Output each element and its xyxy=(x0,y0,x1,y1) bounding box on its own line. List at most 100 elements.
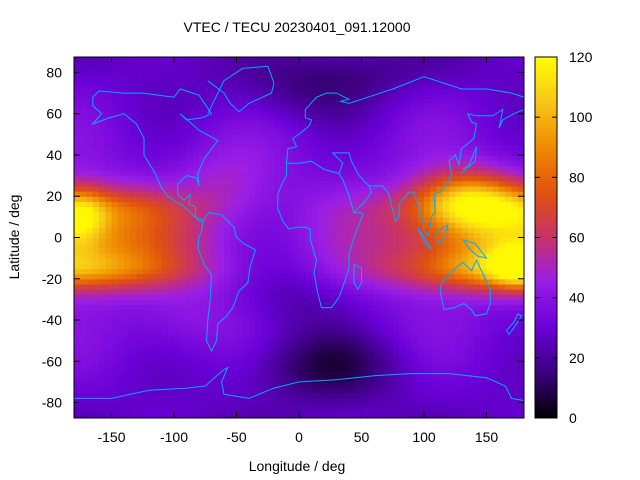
heatmap-cell xyxy=(392,273,400,280)
heatmap-cell xyxy=(467,242,475,249)
heatmap-cell xyxy=(236,402,244,409)
heatmap-cell xyxy=(399,330,406,337)
heatmap-cell xyxy=(367,227,375,233)
heatmap-cell xyxy=(305,62,313,68)
heatmap-cell xyxy=(342,412,350,418)
heatmap-cell xyxy=(417,113,425,120)
heatmap-cell xyxy=(199,283,206,290)
heatmap-cell xyxy=(405,381,413,388)
heatmap-cell xyxy=(186,72,194,79)
heatmap-cell xyxy=(311,222,319,228)
heatmap-cell xyxy=(180,356,188,362)
heatmap-cell xyxy=(355,273,363,280)
heatmap-cell xyxy=(86,93,94,99)
heatmap-cell xyxy=(330,366,338,373)
heatmap-cell xyxy=(155,134,163,141)
heatmap-cell xyxy=(174,273,181,280)
heatmap-cell xyxy=(267,387,275,393)
heatmap-cell xyxy=(199,330,206,337)
heatmap-cell xyxy=(92,320,100,326)
heatmap-cell xyxy=(455,108,463,115)
heatmap-cell xyxy=(117,283,125,290)
heatmap-cell xyxy=(205,77,213,84)
heatmap-cell xyxy=(99,222,106,228)
heatmap-cell xyxy=(292,278,300,285)
heatmap-cell xyxy=(161,149,169,156)
heatmap-cell xyxy=(105,124,113,130)
heatmap-cell xyxy=(180,191,188,197)
heatmap-cell xyxy=(74,402,81,409)
heatmap-cell xyxy=(136,397,144,404)
heatmap-cell xyxy=(436,139,444,146)
heatmap-cell xyxy=(342,87,350,94)
heatmap-cell xyxy=(355,366,363,373)
heatmap-cell xyxy=(192,108,200,115)
heatmap-cell xyxy=(405,144,413,151)
heatmap-cell xyxy=(124,366,131,373)
heatmap-cell xyxy=(499,402,506,409)
heatmap-cell xyxy=(317,170,325,177)
heatmap-cell xyxy=(136,93,144,99)
heatmap-cell xyxy=(180,124,188,130)
heatmap-cell xyxy=(411,237,419,244)
heatmap-cell xyxy=(86,273,94,280)
heatmap-cell xyxy=(474,175,481,182)
heatmap-cell xyxy=(136,309,144,316)
heatmap-cell xyxy=(199,118,206,125)
heatmap-cell xyxy=(286,87,294,94)
heatmap-cell xyxy=(355,103,363,110)
heatmap-cell xyxy=(230,77,238,84)
heatmap-cell xyxy=(267,258,275,264)
heatmap-cell xyxy=(392,376,400,383)
heatmap-cell xyxy=(311,345,319,352)
heatmap-cell xyxy=(330,325,338,331)
heatmap-cell xyxy=(436,93,444,99)
heatmap-cell xyxy=(405,294,413,300)
heatmap-cell xyxy=(405,366,413,373)
heatmap-cell xyxy=(480,371,488,378)
heatmap-cell xyxy=(486,206,494,213)
heatmap-cell xyxy=(74,350,81,357)
heatmap-cell xyxy=(492,237,500,244)
heatmap-cell xyxy=(474,376,481,383)
heatmap-cell xyxy=(474,170,481,177)
heatmap-cell xyxy=(417,247,425,254)
heatmap-cell xyxy=(80,289,88,295)
heatmap-cell xyxy=(424,87,431,94)
heatmap-cell xyxy=(324,82,331,89)
heatmap-cell xyxy=(380,129,388,135)
heatmap-cell xyxy=(130,304,138,311)
heatmap-cell xyxy=(130,232,138,239)
heatmap-cell xyxy=(255,175,263,182)
heatmap-cell xyxy=(224,283,231,290)
heatmap-cell xyxy=(367,175,375,182)
heatmap-cell xyxy=(117,366,125,373)
heatmap-cell xyxy=(467,340,475,347)
heatmap-cell xyxy=(130,185,138,192)
heatmap-cell xyxy=(492,206,500,213)
heatmap-cell xyxy=(380,350,388,357)
heatmap-cell xyxy=(436,175,444,182)
heatmap-cell xyxy=(461,113,469,120)
heatmap-cell xyxy=(299,93,306,99)
heatmap-cell xyxy=(424,412,431,418)
heatmap-cell xyxy=(180,139,188,146)
heatmap-cell xyxy=(299,402,306,409)
heatmap-cell xyxy=(142,407,150,414)
heatmap-cell xyxy=(217,139,225,146)
heatmap-cell xyxy=(161,309,169,316)
heatmap-cell xyxy=(280,309,288,316)
heatmap-cell xyxy=(474,330,481,337)
heatmap-cell xyxy=(224,387,231,393)
heatmap-cell xyxy=(136,299,144,306)
heatmap-cell xyxy=(342,304,350,311)
heatmap-cell xyxy=(292,252,300,259)
heatmap-cell xyxy=(111,237,119,244)
heatmap-cell xyxy=(380,62,388,68)
heatmap-cell xyxy=(324,165,331,172)
heatmap-cell xyxy=(105,283,113,290)
heatmap-cell xyxy=(249,335,256,342)
heatmap-cell xyxy=(224,154,231,161)
heatmap-cell xyxy=(274,108,281,115)
heatmap-cell xyxy=(424,82,431,89)
